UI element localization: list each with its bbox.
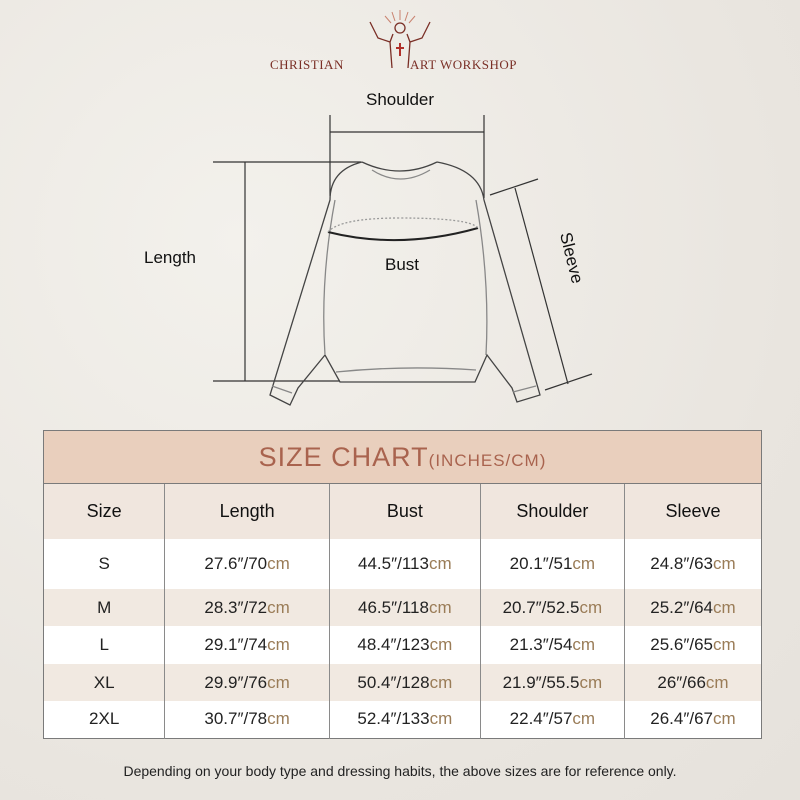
measurement-cell: 30.7″/78cm: [164, 701, 330, 738]
measurement-cell: 29.1″/74cm: [164, 626, 330, 664]
column-header: Shoulder: [479, 483, 625, 539]
measurement-cell: 21.9″/55.5cm: [479, 664, 625, 701]
sweater-outline: [269, 161, 541, 406]
table-row: M 28.3″/72cm 46.5″/118cm 20.7″/52.5cm 25.2″/…: [43, 589, 762, 626]
column-header: Length: [164, 483, 330, 539]
measurement-cell: 48.4″/123cm: [328, 626, 481, 664]
measurement-cell: 26.4″/67cm: [623, 701, 762, 738]
measurement-cell: 52.4″/133cm: [328, 701, 481, 738]
label-shoulder: Shoulder: [366, 90, 435, 109]
measurement-cell: 25.6″/65cm: [623, 626, 762, 664]
size-cell: S: [43, 539, 165, 589]
column-header: Bust: [328, 483, 481, 539]
size-cell: M: [43, 589, 165, 626]
measurement-cell: 27.6″/70cm: [164, 539, 330, 589]
brand-right: ART WORKSHOP: [410, 57, 517, 72]
measurement-cell: 46.5″/118cm: [328, 589, 481, 626]
table-row: S 27.6″/70cm 44.5″/113cm 20.1″/51cm 24.8″/63…: [43, 539, 762, 589]
measurement-cell: 28.3″/72cm: [164, 589, 330, 626]
column-header: Size: [43, 483, 165, 539]
reference-note: Depending on your body type and dressing…: [123, 763, 677, 779]
column-header: Sleeve: [623, 483, 762, 539]
size-chart-table: SIZE CHART(INCHES/CM) Size Length Bust Shou…: [43, 430, 762, 739]
label-length: Length: [144, 248, 196, 267]
measurement-cell: 24.8″/63cm: [623, 539, 762, 589]
measurement-cell: 20.7″/52.5cm: [479, 589, 625, 626]
table-row: XL 29.9″/76cm 50.4″/128cm 21.9″/55.5cm 26″/6…: [43, 664, 762, 701]
brand-logo: CHRISTIAN ART WORKSHOP: [260, 8, 540, 72]
measurement-cell: 29.9″/76cm: [164, 664, 330, 701]
size-cell: L: [43, 626, 165, 664]
measurement-cell: 20.1″/51cm: [479, 539, 625, 589]
measurement-cell: 50.4″/128cm: [328, 664, 481, 701]
size-chart-title: SIZE CHART(INCHES/CM): [43, 430, 762, 484]
measurement-cell: 21.3″/54cm: [479, 626, 625, 664]
size-cell: XL: [43, 664, 165, 701]
size-cell: 2XL: [43, 701, 165, 738]
measurement-cell: 44.5″/113cm: [328, 539, 481, 589]
jesus-logo-icon: [369, 10, 431, 69]
brand-left: CHRISTIAN: [270, 57, 344, 72]
table-row: L 29.1″/74cm 48.4″/123cm 21.3″/54cm 25.6″/65…: [43, 626, 762, 664]
label-bust: Bust: [385, 255, 420, 274]
sweater-diagram: [213, 115, 593, 406]
measurement-cell: 26″/66cm: [623, 664, 762, 701]
measurement-cell: 25.2″/64cm: [623, 589, 762, 626]
measurement-cell: 22.4″/57cm: [479, 701, 625, 738]
table-row: 2XL 30.7″/78cm 52.4″/133cm 22.4″/57cm 26.4″/…: [43, 701, 762, 738]
